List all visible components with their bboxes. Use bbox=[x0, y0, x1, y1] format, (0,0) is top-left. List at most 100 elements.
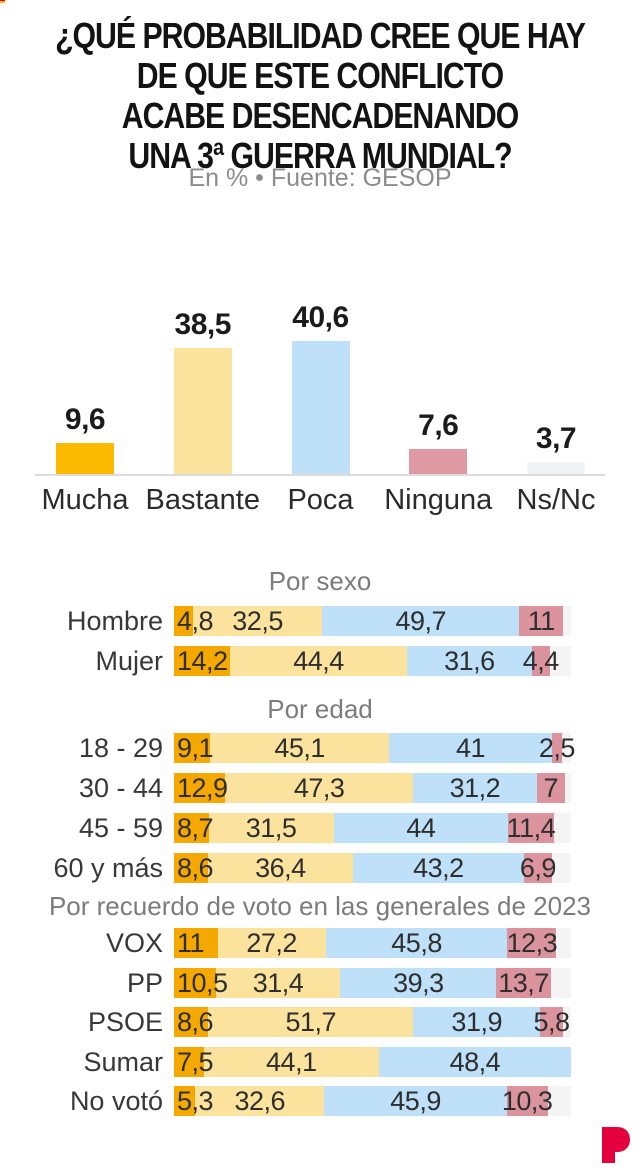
segment-value-label: 44,4 bbox=[293, 646, 344, 676]
segment-value-label: 4,8 bbox=[177, 606, 214, 636]
bar-segment-ninguna bbox=[551, 733, 562, 763]
bar-segment-bastante bbox=[230, 646, 407, 676]
bar-segment-poca bbox=[352, 853, 525, 883]
segment-value-label: 13,7 bbox=[498, 968, 549, 998]
segment-value-label: 11 bbox=[527, 606, 556, 636]
column-bar-ns-nc bbox=[527, 462, 585, 474]
bar-segment-mucha bbox=[174, 646, 231, 676]
stacked-bar-row: 8,6 51,7 31,9 5,8 bbox=[174, 1007, 571, 1037]
column-value-label: 38,5 bbox=[174, 308, 232, 341]
column-category-label: Mucha bbox=[41, 484, 129, 516]
bar-segment-ninguna bbox=[524, 853, 552, 883]
row-label: 18 - 29 bbox=[78, 733, 163, 763]
row-label: Mujer bbox=[95, 646, 163, 676]
segment-value-label: 10,5 bbox=[177, 968, 228, 998]
segment-value-label: 47,3 bbox=[293, 773, 345, 803]
row-label: 30 - 44 bbox=[78, 773, 163, 803]
bar-segment-bastante bbox=[208, 853, 353, 883]
chart-subtitle-source: En % • Fuente: GESOP bbox=[188, 164, 452, 192]
column-value-label: 7,6 bbox=[418, 409, 459, 442]
title-line-3: ACABE DESENCADENANDO bbox=[121, 95, 520, 136]
segment-value-label: 8,7 bbox=[177, 813, 214, 843]
column-category-label: Bastante bbox=[145, 484, 260, 516]
segment-value-label: 31,2 bbox=[449, 773, 501, 803]
column-value-label: 40,6 bbox=[292, 301, 349, 334]
column-category-label: Ninguna bbox=[384, 484, 493, 516]
segment-value-label: 27,2 bbox=[246, 928, 297, 958]
bar-segment-ninguna bbox=[532, 646, 550, 676]
column-value-label: 3,7 bbox=[535, 422, 577, 455]
section-header: Por edad bbox=[267, 694, 373, 724]
segment-value-label: 5,3 bbox=[177, 1086, 214, 1116]
bar-segment-mucha bbox=[174, 1086, 196, 1116]
segment-value-label: 51,7 bbox=[285, 1007, 337, 1037]
bar-segment-mucha bbox=[174, 1047, 204, 1077]
stacked-bar-row: 8,7 31,5 44 11,4 bbox=[174, 813, 571, 843]
column-bar-bastante bbox=[173, 348, 232, 474]
column-category-label: Ns/Nc bbox=[516, 484, 596, 516]
bar-segment-poca bbox=[406, 646, 533, 676]
segment-value-label: 44,1 bbox=[266, 1047, 317, 1077]
segment-value-label: 31,5 bbox=[245, 813, 297, 843]
bar-segment-mucha bbox=[174, 606, 194, 636]
segment-value-label: 31,9 bbox=[451, 1007, 502, 1037]
segment-value-label: 49,7 bbox=[395, 606, 447, 636]
bar-segment-mucha bbox=[174, 968, 216, 998]
bar-segment-poca bbox=[333, 813, 509, 843]
segment-value-label: 36,4 bbox=[255, 853, 306, 883]
segment-value-label: 45,1 bbox=[274, 733, 325, 763]
segment-value-label: 45,9 bbox=[390, 1086, 441, 1116]
bar-segment-bastante bbox=[225, 773, 413, 803]
segment-value-label: 41 bbox=[456, 733, 486, 763]
column-value-label: 9,6 bbox=[64, 403, 106, 436]
bar-segment-mucha bbox=[174, 1007, 209, 1037]
bar-segment-poca bbox=[389, 733, 552, 763]
bar-segment-poca bbox=[325, 928, 508, 958]
segment-value-label: 7 bbox=[543, 773, 559, 803]
x-axis-baseline bbox=[35, 474, 605, 476]
bar-segment-poca bbox=[413, 1007, 541, 1037]
row-label: VOX bbox=[105, 928, 163, 958]
page-title: ¿QUÉ PROBABILIDAD CREE QUE HAY DE QUE ES… bbox=[0, 16, 640, 176]
bar-segment-mucha bbox=[174, 853, 209, 883]
segment-value-label: 32,5 bbox=[232, 606, 283, 636]
segment-value-label: 8,6 bbox=[177, 1007, 214, 1037]
bar-segment-bastante bbox=[193, 606, 323, 636]
bar-segment-mucha bbox=[174, 813, 209, 843]
title-line-1: ¿QUÉ PROBABILIDAD CREE QUE HAY bbox=[55, 15, 586, 56]
row-label: 60 y más bbox=[53, 853, 163, 883]
bar-segment-ninguna bbox=[540, 1007, 564, 1037]
segment-value-label: 31,4 bbox=[252, 968, 304, 998]
stacked-bar-row: 9,1 45,1 41 2,5 bbox=[174, 733, 575, 763]
bar-segment-ninguna bbox=[508, 813, 554, 843]
bar-segment-bastante bbox=[203, 1047, 379, 1077]
section-header: Por sexo bbox=[268, 566, 372, 596]
column-chart: 9,6 Mucha 38,5 Bastante 40,6 Poca 7,6 Ninguna 3,… bbox=[0, 0, 640, 520]
segment-value-label: 48,4 bbox=[449, 1047, 501, 1077]
bar-segment-ninguna bbox=[496, 968, 551, 998]
title-line-4: UNA 3ª GUERRA MUNDIAL? bbox=[128, 135, 512, 176]
bar-segment-bastante bbox=[215, 968, 341, 998]
row-label: Hombre bbox=[66, 606, 163, 636]
segment-value-label: 4,4 bbox=[522, 646, 560, 676]
segment-value-label: 11 bbox=[177, 928, 205, 958]
bar-segment-poca bbox=[340, 968, 497, 998]
bar-segment-poca bbox=[378, 1047, 571, 1077]
bar-segment-ninguna bbox=[507, 928, 557, 958]
segment-value-label: 11,4 bbox=[506, 813, 556, 843]
segment-value-label: 39,3 bbox=[393, 968, 444, 998]
segment-value-label: 6,9 bbox=[519, 853, 557, 883]
brand-p-icon bbox=[602, 1127, 630, 1163]
segment-value-label: 31,6 bbox=[444, 646, 495, 676]
segment-value-label: 10,3 bbox=[501, 1086, 553, 1116]
segment-value-label: 5,8 bbox=[533, 1007, 571, 1037]
column-category-label: Poca bbox=[287, 484, 354, 516]
stacked-bar-row: 4,8 32,5 49,7 11 bbox=[174, 606, 571, 636]
stacked-bar-row: 7,5 44,1 48,4 bbox=[174, 1047, 571, 1077]
row-label: Sumar bbox=[83, 1047, 163, 1077]
bar-segment-bastante bbox=[208, 1007, 414, 1037]
segment-value-label: 7,5 bbox=[177, 1047, 214, 1077]
row-label: PP bbox=[126, 968, 163, 998]
bar-segment-mucha bbox=[174, 773, 226, 803]
